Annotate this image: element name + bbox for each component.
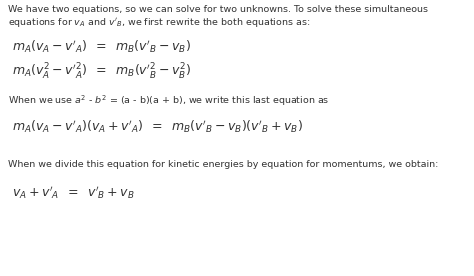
Text: When we use $a^2$ - $b^2$ = (a - b)(a + b), we write this last equation as: When we use $a^2$ - $b^2$ = (a - b)(a + …: [8, 93, 329, 108]
Text: We have two equations, so we can solve for two unknowns. To solve these simultan: We have two equations, so we can solve f…: [8, 5, 428, 14]
Text: $m_A(v^2_A - v'^2_A)\;\; = \;\; m_B(v'^2_B - v^2_B)$: $m_A(v^2_A - v'^2_A)\;\; = \;\; m_B(v'^2…: [12, 62, 191, 82]
Text: $m_A(v_A - v'_A)\;\; = \;\; m_B(v'_B - v_B)$: $m_A(v_A - v'_A)\;\; = \;\; m_B(v'_B - v…: [12, 38, 191, 55]
Text: When we divide this equation for kinetic energies by equation for momentums, we : When we divide this equation for kinetic…: [8, 160, 438, 169]
Text: equations for $v_A$ and $v'_B$, we first rewrite the both equations as:: equations for $v_A$ and $v'_B$, we first…: [8, 16, 310, 29]
Text: $v_A + v'_A\;\; = \;\; v'_B + v_B$: $v_A + v'_A\;\; = \;\; v'_B + v_B$: [12, 184, 135, 201]
Text: $m_A(v_A - v'_A)(v_A + v'_A)\;\; = \;\; m_B(v'_B - v_B)(v'_B + v_B)$: $m_A(v_A - v'_A)(v_A + v'_A)\;\; = \;\; …: [12, 118, 303, 135]
